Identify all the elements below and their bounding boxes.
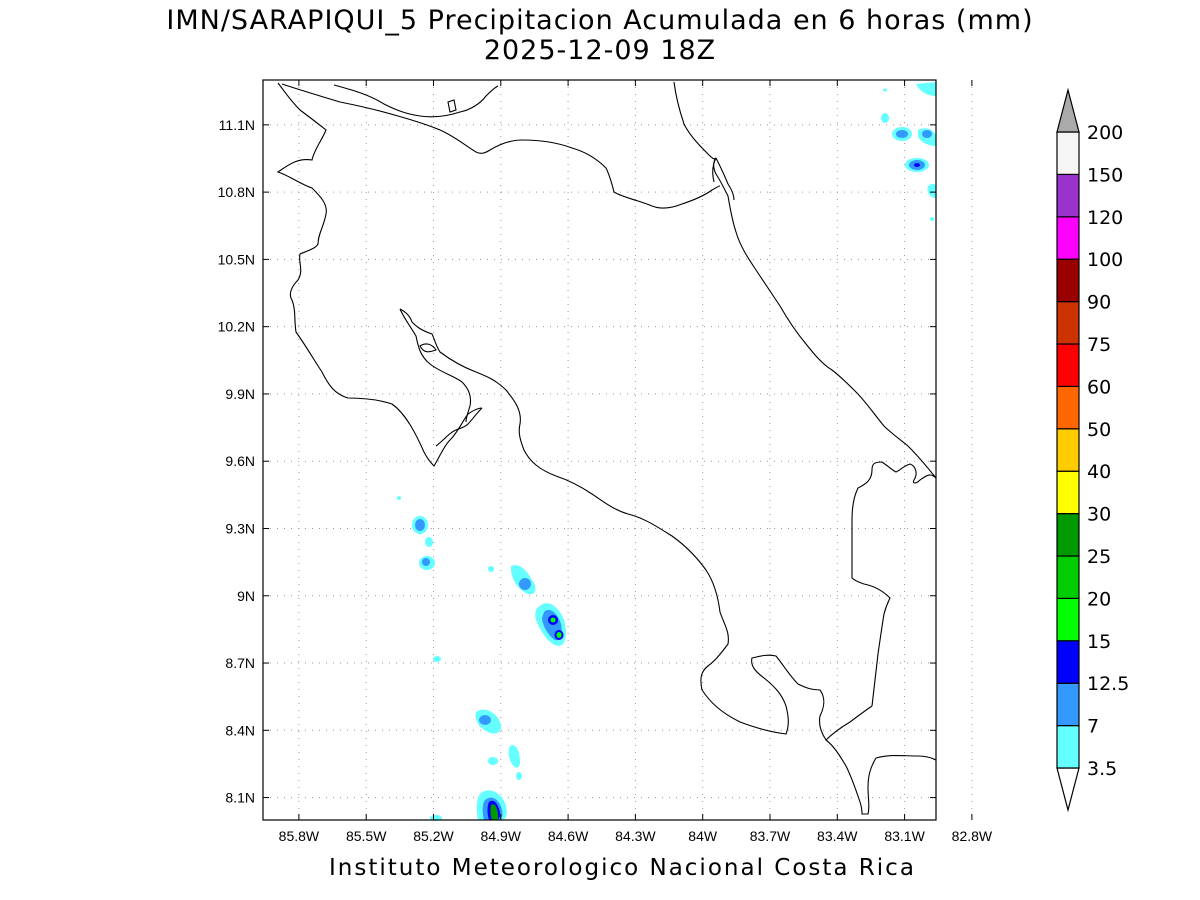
credit-footer: Instituto Meteorologico Nacional Costa R…	[329, 855, 916, 881]
map-title: IMN/SARAPIQUI_5 Precipitacion Acumulada …	[166, 5, 1034, 36]
lat-tick-label: 8.7N	[225, 655, 255, 671]
lat-tick-label: 10.2N	[218, 319, 255, 335]
map-subtitle: 2025-12-09 18Z	[483, 35, 717, 66]
colorbar-label: 15	[1087, 631, 1111, 653]
axis-ticks: 85.8W 85.5W 85.2W 84.9W 84.6W 84.3W 84W 83.7W 83…	[218, 80, 993, 844]
colorbar-swatch	[1056, 597, 1080, 642]
precipitation-contours	[397, 82, 936, 821]
colorbar-swatch	[1056, 258, 1080, 303]
colorbar-swatch	[1056, 131, 1080, 176]
lon-tick-label: 85.5W	[346, 828, 387, 844]
precip-cell-osa-north	[535, 603, 566, 646]
colorbar-label: 12.5	[1087, 673, 1129, 695]
colorbar-swatch	[1056, 173, 1080, 218]
colorbar-swatch	[1056, 512, 1080, 557]
lat-tick-label: 9.9N	[225, 386, 255, 402]
precip-cell-dot	[397, 496, 494, 662]
colorbar-label: 50	[1087, 419, 1111, 441]
colorbar-swatch	[1056, 428, 1080, 472]
precip-cell-central-pacific	[510, 565, 536, 595]
colorbar-label: 7	[1087, 716, 1099, 738]
colorbar-swatch	[1056, 385, 1080, 430]
lon-tick-label: 84.6W	[548, 828, 589, 844]
colorbar-swatch	[1056, 301, 1080, 345]
colorbar-label: 100	[1087, 249, 1123, 271]
colorbar-under-arrow	[1056, 767, 1080, 813]
lon-tick-label: 83.4W	[817, 828, 858, 844]
lon-tick-label: 84.9W	[481, 828, 522, 844]
precip-cell-nicoya-north	[412, 516, 428, 534]
colorbar-over-arrow	[1056, 87, 1080, 133]
lat-tick-label: 9.6N	[225, 453, 255, 469]
lat-tick-label: 8.4N	[225, 722, 255, 738]
colorbar-label: 20	[1087, 588, 1111, 610]
colorbar-label: 40	[1087, 461, 1111, 483]
lon-tick-label: 83.1W	[884, 828, 925, 844]
lat-tick-label: 8.1N	[225, 790, 255, 806]
lon-tick-label: 84W	[688, 828, 718, 844]
lat-tick-label: 9.3N	[225, 520, 255, 536]
lon-tick-label: 84.3W	[615, 828, 656, 844]
map-frame	[262, 79, 937, 821]
colorbar-label: 3.5	[1087, 758, 1117, 780]
graticule-grid	[263, 80, 973, 820]
colorbar-legend: 3.5 7 12.5 15 20 25 30 40 50 60 75 90 100 120 150 200	[1056, 87, 1129, 813]
colorbar-swatch	[1056, 724, 1080, 769]
precip-cell-nicoya-south	[419, 556, 435, 570]
colorbar-swatch	[1056, 470, 1080, 515]
lon-tick-label: 82.8W	[952, 828, 993, 844]
colorbar-label: 200	[1087, 122, 1123, 144]
lat-tick-label: 11.1N	[219, 117, 255, 133]
colorbar-swatch	[1056, 216, 1080, 260]
precip-cell-nicoya-mid	[425, 537, 433, 547]
precip-cell-caribbean	[881, 82, 936, 221]
colorbar-swatch	[1056, 555, 1080, 600]
colorbar-swatch	[1056, 343, 1080, 388]
lon-tick-label: 85.8W	[279, 828, 320, 844]
colorbar-swatch	[1056, 640, 1080, 684]
lat-tick-label: 9N	[237, 588, 255, 604]
colorbar-label: 60	[1087, 376, 1111, 398]
colorbar-label: 120	[1087, 207, 1123, 229]
coastline	[276, 81, 937, 815]
colorbar-label: 150	[1087, 164, 1123, 186]
colorbar-label: 90	[1087, 292, 1111, 314]
colorbar-label: 25	[1087, 546, 1111, 568]
precip-cell-south-pacific	[430, 709, 522, 821]
lat-tick-label: 10.5N	[218, 251, 255, 267]
colorbar-label: 30	[1087, 504, 1111, 526]
colorbar-swatch	[1056, 682, 1080, 727]
colorbar-label: 75	[1087, 334, 1111, 356]
lon-tick-label: 83.7W	[750, 828, 791, 844]
lon-tick-label: 85.2W	[413, 828, 454, 844]
lat-tick-label: 10.8N	[218, 184, 255, 200]
